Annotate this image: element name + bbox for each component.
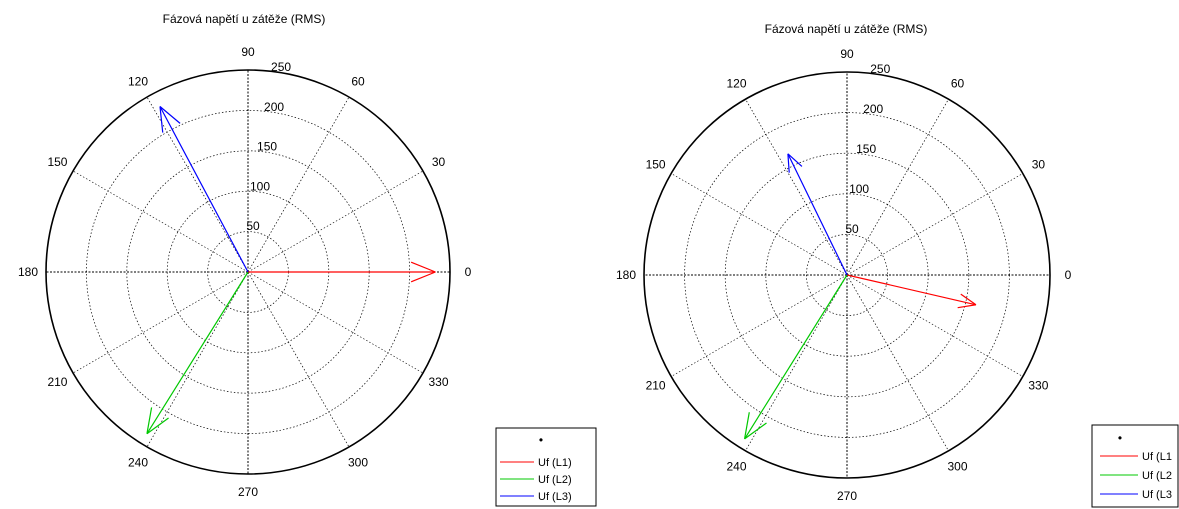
radial-tick-label: 200 <box>264 100 284 114</box>
angle-tick-label: 300 <box>348 456 368 470</box>
legend-marker: • <box>539 433 543 447</box>
angle-tick-label: 330 <box>1028 379 1048 393</box>
chart-title: Fázová napětí u zátěže (RMS) <box>765 22 928 36</box>
phasor-3 <box>788 154 847 275</box>
grid-spoke <box>671 174 847 276</box>
legend-label-l3: Uf (L3 <box>1142 489 1172 501</box>
chart-title: Fázová napětí u zátěže (RMS) <box>163 12 326 26</box>
legend-label-l2: Uf (L2 <box>1142 470 1172 482</box>
radial-tick-label: 50 <box>845 222 859 236</box>
legend-label-l2: Uf (L2) <box>538 474 572 486</box>
angle-tick-label: 90 <box>241 45 255 59</box>
radial-ticks: 50 100 150 200 250 <box>246 60 291 233</box>
angle-tick-label: 90 <box>840 47 854 61</box>
grid-spoke <box>746 275 848 451</box>
grid-spoke <box>73 272 248 373</box>
radial-ticks: 50 100 150 200 250 <box>845 62 890 236</box>
polar-chart-left: Fázová napětí u zátěže (RMS) 0 30 60 90 120 1… <box>18 12 596 506</box>
radial-tick-label: 250 <box>271 60 291 74</box>
phasor-2 <box>147 272 248 434</box>
angle-tick-label: 210 <box>47 375 67 389</box>
angle-tick-label: 270 <box>238 485 258 499</box>
angle-tick-label: 180 <box>18 265 38 279</box>
angle-tick-label: 330 <box>429 375 449 389</box>
phasor-3 <box>160 106 248 272</box>
radial-tick-label: 100 <box>250 179 270 193</box>
radial-tick-label: 100 <box>849 182 869 196</box>
phasors <box>745 154 976 439</box>
angle-tick-label: 0 <box>465 265 472 279</box>
legend: • Uf (L1 Uf (L2 Uf (L3 <box>1092 425 1178 507</box>
legend-label-l1: Uf (L1) <box>538 457 572 469</box>
grid-spoke <box>147 272 248 447</box>
grid-spoke <box>847 275 1023 377</box>
angle-tick-label: 210 <box>646 379 666 393</box>
legend-label-l3: Uf (L3) <box>538 491 572 503</box>
grid-spoke <box>847 174 1023 276</box>
angle-tick-label: 60 <box>951 77 965 91</box>
radial-tick-label: 250 <box>870 62 890 76</box>
angle-tick-label: 0 <box>1065 268 1072 282</box>
legend-marker: • <box>1118 431 1122 445</box>
angle-tick-label: 240 <box>128 456 148 470</box>
angle-tick-label: 60 <box>351 74 365 88</box>
phasors <box>147 106 436 433</box>
angle-tick-label: 180 <box>616 268 636 282</box>
radial-tick-label: 150 <box>257 140 277 154</box>
grid-spoke <box>847 275 949 451</box>
angle-tick-label: 30 <box>1032 158 1046 172</box>
angle-tick-label: 150 <box>646 158 666 172</box>
grid-spoke <box>248 272 423 373</box>
angle-tick-label: 150 <box>47 155 67 169</box>
polar-chart-right: Fázová napětí u zátěže (RMS) 0 30 60 90 120 1… <box>616 22 1178 507</box>
angle-tick-label: 120 <box>128 74 148 88</box>
grid-spoke <box>248 171 423 272</box>
radial-tick-label: 200 <box>863 102 883 116</box>
grid-spoke <box>248 272 349 447</box>
angle-tick-label: 240 <box>726 459 746 473</box>
angle-tick-label: 270 <box>837 489 857 503</box>
grid-spoke <box>671 275 847 377</box>
phasor-2 <box>745 275 847 439</box>
angle-tick-label: 30 <box>432 155 446 169</box>
angle-tick-label: 120 <box>726 77 746 91</box>
legend-label-l1: Uf (L1 <box>1142 451 1172 463</box>
radial-tick-label: 50 <box>246 219 260 233</box>
phasor-1 <box>248 262 435 282</box>
radial-tick-label: 150 <box>856 142 876 156</box>
phasor-1 <box>847 275 976 308</box>
angle-tick-label: 300 <box>947 459 967 473</box>
legend: • Uf (L1) Uf (L2) Uf (L3) <box>496 428 596 506</box>
grid-spoke <box>746 99 848 275</box>
